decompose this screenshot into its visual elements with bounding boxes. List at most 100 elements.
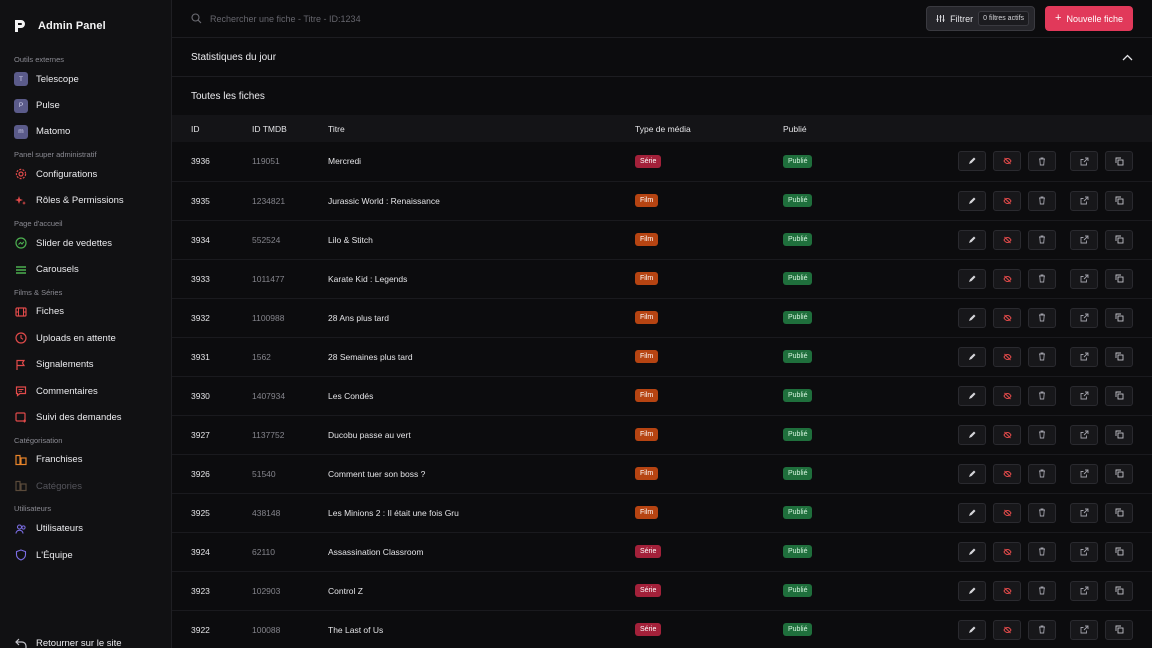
external-link-button[interactable] (1070, 580, 1098, 601)
trash-button[interactable] (1028, 307, 1056, 328)
edit-button[interactable] (958, 580, 986, 601)
copy-button[interactable] (1105, 268, 1133, 289)
external-link-button[interactable] (1070, 541, 1098, 562)
edit-button[interactable] (958, 502, 986, 523)
copy-button[interactable] (1105, 385, 1133, 406)
unpublish-button[interactable] (993, 541, 1021, 562)
sidebar-item-uploads-en-attente[interactable]: Uploads en attente (14, 325, 171, 351)
cell-title[interactable]: 28 Semaines plus tard (328, 351, 413, 362)
sidebar-item-fiches[interactable]: Fiches (14, 299, 171, 325)
table-row[interactable]: 3934 552524 Lilo & Stitch Film Publié (172, 220, 1152, 259)
table-row[interactable]: 3926 51540 Comment tuer son boss ? Film Publ… (172, 454, 1152, 493)
trash-button[interactable] (1028, 580, 1056, 601)
table-row[interactable]: 3923 102903 Control Z Série Publié (172, 571, 1152, 610)
col-header-id[interactable]: ID (191, 123, 200, 134)
unpublish-button[interactable] (993, 151, 1021, 172)
trash-button[interactable] (1028, 268, 1056, 289)
cell-title[interactable]: Control Z (328, 585, 363, 596)
table-row[interactable]: 3927 1137752 Ducobu passe au vert Film Publi… (172, 415, 1152, 454)
cell-title[interactable]: Jurassic World : Renaissance (328, 195, 440, 206)
cell-title[interactable]: Assassination Classroom (328, 546, 424, 557)
unpublish-button[interactable] (993, 580, 1021, 601)
table-row[interactable]: 3936 119051 Mercredi Série Publié (172, 142, 1152, 181)
cell-title[interactable]: The Last of Us (328, 624, 384, 635)
edit-button[interactable] (958, 541, 986, 562)
table-row[interactable]: 3932 1100988 28 Ans plus tard Film Publié (172, 298, 1152, 337)
filter-button[interactable]: Filtrer 0 filtres actifs (926, 6, 1036, 31)
copy-button[interactable] (1105, 307, 1133, 328)
external-link-button[interactable] (1070, 424, 1098, 445)
unpublish-button[interactable] (993, 307, 1021, 328)
trash-button[interactable] (1028, 346, 1056, 367)
unpublish-button[interactable] (993, 385, 1021, 406)
copy-button[interactable] (1105, 424, 1133, 445)
cell-title[interactable]: Mercredi (328, 156, 362, 167)
sidebar-item-utilisateurs[interactable]: Utilisateurs (14, 515, 171, 541)
sidebar-item-pulse[interactable]: P Pulse (14, 92, 171, 118)
unpublish-button[interactable] (993, 424, 1021, 445)
stats-toggle[interactable]: Statistiques du jour (172, 38, 1152, 77)
col-header-tmdb[interactable]: ID TMDB (252, 123, 287, 134)
col-header-type[interactable]: Type de média (635, 123, 691, 134)
unpublish-button[interactable] (993, 346, 1021, 367)
table-row[interactable]: 3924 62110 Assassination Classroom Série Pub… (172, 532, 1152, 571)
sidebar-item-carousels[interactable]: Carousels (14, 256, 171, 282)
edit-button[interactable] (958, 190, 986, 211)
external-link-button[interactable] (1070, 346, 1098, 367)
unpublish-button[interactable] (993, 190, 1021, 211)
trash-button[interactable] (1028, 190, 1056, 211)
unpublish-button[interactable] (993, 619, 1021, 640)
sidebar-item-slider-de-vedettes[interactable]: Slider de vedettes (14, 230, 171, 256)
sidebar-item-telescope[interactable]: T Telescope (14, 66, 171, 92)
trash-button[interactable] (1028, 229, 1056, 250)
brand[interactable]: Admin Panel (14, 0, 171, 52)
external-link-button[interactable] (1070, 151, 1098, 172)
unpublish-button[interactable] (993, 502, 1021, 523)
cell-title[interactable]: Lilo & Stitch (328, 234, 373, 245)
copy-button[interactable] (1105, 151, 1133, 172)
external-link-button[interactable] (1070, 190, 1098, 211)
copy-button[interactable] (1105, 346, 1133, 367)
sidebar-item-l-equipe[interactable]: L'Équipe (14, 542, 171, 568)
table-row[interactable]: 3935 1234821 Jurassic World : Renaissance F… (172, 181, 1152, 220)
edit-button[interactable] (958, 463, 986, 484)
cell-title[interactable]: Les Minions 2 : Il était une fois Gru (328, 507, 459, 518)
sidebar-item-suivi-des-demandes[interactable]: Suivi des demandes (14, 404, 171, 430)
edit-button[interactable] (958, 619, 986, 640)
cell-title[interactable]: 28 Ans plus tard (328, 312, 389, 323)
sidebar-item-signalements[interactable]: Signalements (14, 352, 171, 378)
trash-button[interactable] (1028, 385, 1056, 406)
search-input[interactable] (210, 13, 510, 24)
edit-button[interactable] (958, 385, 986, 406)
col-header-title[interactable]: Titre (328, 123, 345, 134)
copy-button[interactable] (1105, 541, 1133, 562)
unpublish-button[interactable] (993, 229, 1021, 250)
cell-title[interactable]: Les Condés (328, 390, 374, 401)
copy-button[interactable] (1105, 619, 1133, 640)
col-header-published[interactable]: Publié (783, 123, 807, 134)
unpublish-button[interactable] (993, 463, 1021, 484)
trash-button[interactable] (1028, 502, 1056, 523)
trash-button[interactable] (1028, 463, 1056, 484)
trash-button[interactable] (1028, 151, 1056, 172)
sidebar-item-franchises[interactable]: Franchises (14, 447, 171, 473)
copy-button[interactable] (1105, 502, 1133, 523)
cell-title[interactable]: Ducobu passe au vert (328, 429, 411, 440)
copy-button[interactable] (1105, 463, 1133, 484)
external-link-button[interactable] (1070, 619, 1098, 640)
external-link-button[interactable] (1070, 463, 1098, 484)
table-row[interactable]: 3931 1562 28 Semaines plus tard Film Publié (172, 337, 1152, 376)
edit-button[interactable] (958, 268, 986, 289)
cell-title[interactable]: Karate Kid : Legends (328, 273, 408, 284)
sidebar-item-roles-permissions[interactable]: Rôles & Permissions (14, 188, 171, 214)
sidebar-item-configurations[interactable]: Configurations (14, 161, 171, 187)
table-row[interactable]: 3922 100088 The Last of Us Série Publié (172, 610, 1152, 648)
sidebar-item-matomo[interactable]: m Matomo (14, 119, 171, 145)
external-link-button[interactable] (1070, 502, 1098, 523)
table-row[interactable]: 3925 438148 Les Minions 2 : Il était une f… (172, 493, 1152, 532)
external-link-button[interactable] (1070, 229, 1098, 250)
unpublish-button[interactable] (993, 268, 1021, 289)
external-link-button[interactable] (1070, 307, 1098, 328)
edit-button[interactable] (958, 151, 986, 172)
external-link-button[interactable] (1070, 385, 1098, 406)
